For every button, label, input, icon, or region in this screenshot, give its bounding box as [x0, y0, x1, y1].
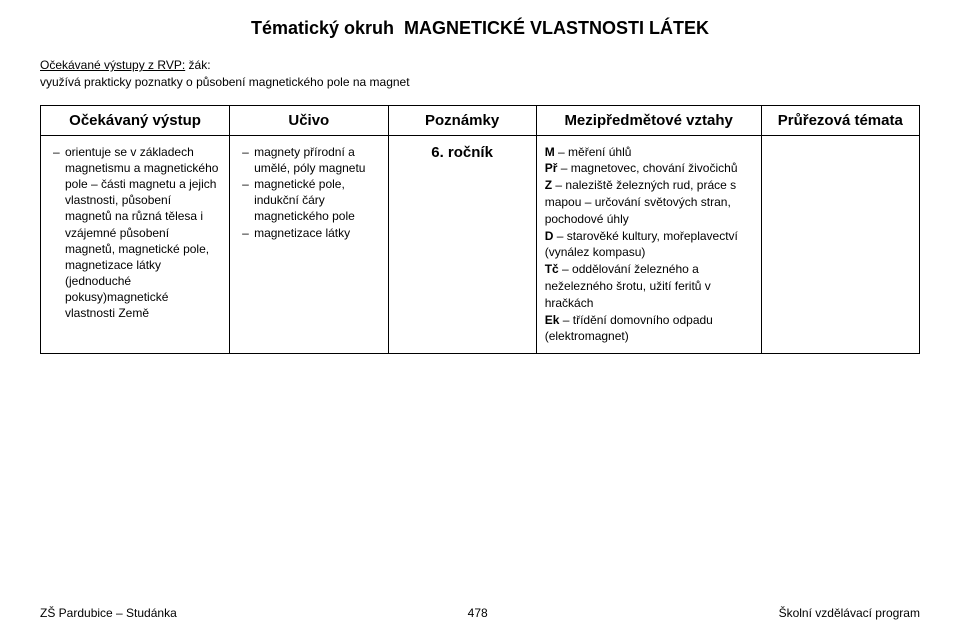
- rel-z-label: Z: [545, 178, 552, 192]
- table-row: orientuje se v základech magnetismu a ma…: [41, 135, 920, 354]
- footer-center: 478: [468, 606, 488, 620]
- list-item: magnetizace látky: [242, 225, 379, 241]
- list-item: orientuje se v základech magnetismu a ma…: [53, 144, 221, 322]
- footer-left: ZŠ Pardubice – Studánka: [40, 606, 177, 620]
- th-notes: Poznámky: [388, 105, 536, 135]
- intro-rest: žák:: [185, 58, 210, 72]
- th-curriculum: Učivo: [230, 105, 388, 135]
- rel-m-text: – měření úhlů: [555, 145, 632, 159]
- intro-line2: využívá prakticky poznatky o působení ma…: [40, 75, 410, 89]
- rel-m-label: M: [545, 145, 555, 159]
- rel-ek-text: – třídění domovního odpadu (elektromagne…: [545, 313, 713, 344]
- rel-tc-text: – oddělování železného a neželezného šro…: [545, 262, 711, 310]
- rel-ek-label: Ek: [545, 313, 560, 327]
- cell-cross-topics: [761, 135, 919, 354]
- cell-outcome: orientuje se v základech magnetismu a ma…: [41, 135, 230, 354]
- cell-notes: 6. ročník: [388, 135, 536, 354]
- rel-pr-text: – magnetovec, chování živočichů: [557, 161, 737, 175]
- th-cross-subject: Mezipředmětové vztahy: [536, 105, 761, 135]
- rel-tc-label: Tč: [545, 262, 559, 276]
- list-item: magnetické pole, indukční čáry magnetick…: [242, 176, 379, 225]
- intro-block: Očekávané výstupy z RVP: žák: využívá pr…: [40, 57, 920, 91]
- cell-curriculum: magnety přírodní a umělé, póly magnetu m…: [230, 135, 388, 354]
- cross-subject-block: M – měření úhlů Př – magnetovec, chování…: [545, 144, 753, 346]
- table-header-row: Očekávaný výstup Učivo Poznámky Mezipřed…: [41, 105, 920, 135]
- rel-pr-label: Př: [545, 161, 558, 175]
- page-title: Tématický okruh MAGNETICKÉ VLASTNOSTI LÁ…: [40, 18, 920, 39]
- outcome-list: orientuje se v základech magnetismu a ma…: [49, 144, 221, 322]
- list-item: magnety přírodní a umělé, póly magnetu: [242, 144, 379, 176]
- page-footer: ZŠ Pardubice – Studánka 478 Školní vzděl…: [40, 606, 920, 620]
- cell-cross-subject: M – měření úhlů Př – magnetovec, chování…: [536, 135, 761, 354]
- title-main: MAGNETICKÉ VLASTNOSTI LÁTEK: [404, 18, 709, 38]
- rel-d-text: – starověké kultury, mořeplavectví (vyná…: [545, 229, 738, 260]
- curriculum-list: magnety přírodní a umělé, póly magnetu m…: [238, 144, 379, 241]
- title-prefix: Tématický okruh: [251, 18, 394, 38]
- footer-right: Školní vzdělávací program: [779, 606, 920, 620]
- intro-underlined: Očekávané výstupy z RVP:: [40, 58, 185, 72]
- grade-label: 6. ročník: [397, 144, 528, 161]
- th-outcome: Očekávaný výstup: [41, 105, 230, 135]
- th-cross-topics: Průřezová témata: [761, 105, 919, 135]
- rel-z-text: – naleziště železných rud, práce s mapou…: [545, 178, 736, 226]
- outcomes-table: Očekávaný výstup Učivo Poznámky Mezipřed…: [40, 105, 920, 355]
